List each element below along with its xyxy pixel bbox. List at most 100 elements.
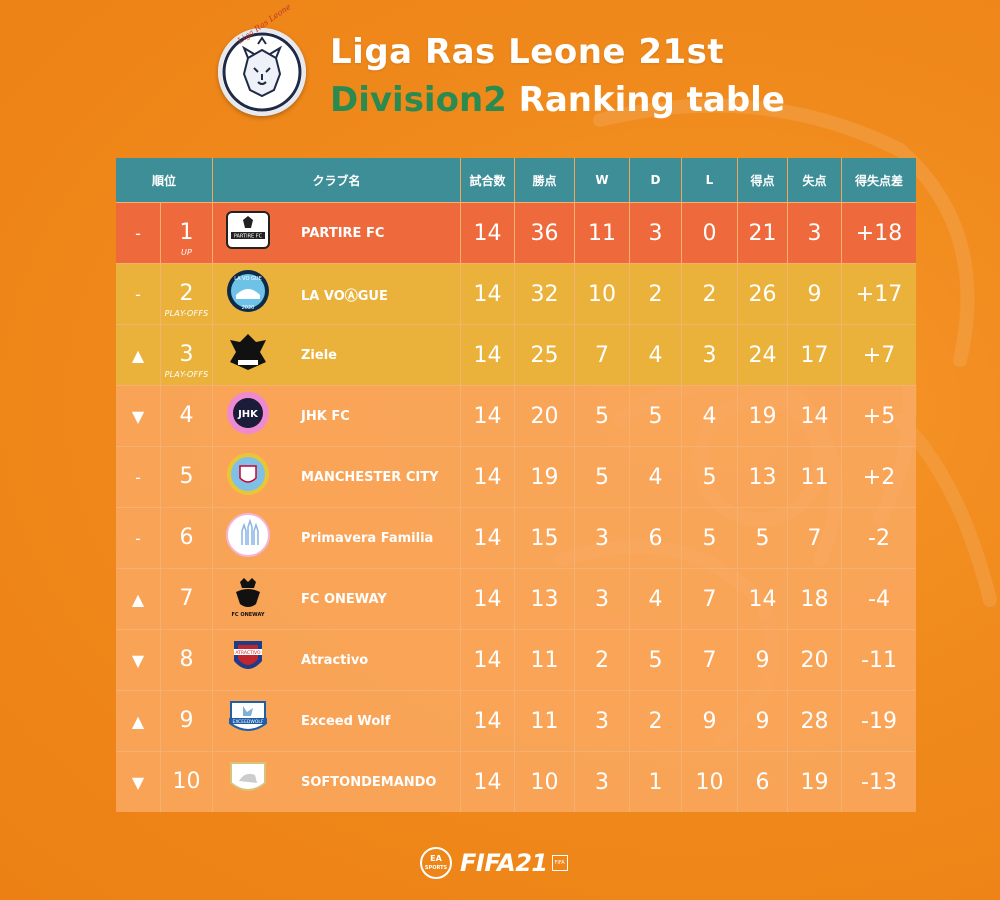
goal-diff-value: +2 — [862, 464, 896, 490]
goals-against-value: 17 — [788, 325, 842, 385]
points-value: 36 — [515, 203, 575, 263]
league-logo: Liga Ras Leone — [218, 2, 306, 116]
points-value: 19 — [515, 447, 575, 507]
manchester-city-crest-icon — [226, 452, 270, 502]
won-value: 3 — [575, 691, 630, 751]
header-goals-against: 失点 — [788, 158, 842, 202]
goals-against-value: 7 — [788, 508, 842, 568]
goals-for-value: 26 — [738, 264, 788, 324]
club-crest-cell — [213, 508, 283, 568]
goal-diff-value: +18 — [855, 220, 903, 246]
points-value: 10 — [515, 752, 575, 812]
trend-indicator: - — [116, 203, 161, 263]
won-value: 11 — [575, 203, 630, 263]
header: Liga Ras Leone Liga Ras Leone 21st Divis… — [0, 0, 1000, 150]
lost-value: 5 — [682, 508, 738, 568]
table-row-2: - 2 PLAY-OFFS LA VO GUE 2020 LA VOⒶGUE 14… — [116, 263, 916, 324]
goal-diff-value: +7 — [862, 342, 896, 368]
goal-diff-value: -13 — [861, 769, 897, 795]
trend-indicator: ▼ — [116, 752, 161, 812]
goals-for-value: 14 — [738, 569, 788, 629]
table-row-8: ▼ 8 ATRACTIVO Atractivo 14 11 2 5 7 9 20… — [116, 629, 916, 690]
ea-sports-icon: EA SPORTS — [420, 847, 452, 879]
played-value: 14 — [461, 447, 515, 507]
club-name: FC ONEWAY — [283, 569, 461, 629]
position-tag: UP — [180, 248, 193, 257]
header-goals-for: 得点 — [738, 158, 788, 202]
header-rank: 順位 — [116, 158, 213, 202]
won-value: 2 — [575, 630, 630, 690]
position-cell: 5 — [161, 447, 213, 507]
trend-indicator: ▲ — [116, 691, 161, 751]
goals-for-value: 9 — [738, 691, 788, 751]
table-row-4: ▼ 4 JHK JHK FC 14 20 5 5 4 19 14 +5 — [116, 385, 916, 446]
club-crest-cell: JHK — [213, 386, 283, 446]
page-title: Liga Ras Leone 21st — [330, 32, 725, 72]
header-played: 試合数 — [461, 158, 515, 202]
won-value: 10 — [575, 264, 630, 324]
position-cell: 3 PLAY-OFFS — [161, 325, 213, 385]
position-number: 10 — [172, 769, 201, 794]
won-value: 3 — [575, 752, 630, 812]
position-cell: 4 — [161, 386, 213, 446]
table-row-3: ▲ 3 PLAY-OFFS Ziele 14 25 7 4 3 24 17 +7 — [116, 324, 916, 385]
goals-against-value: 18 — [788, 569, 842, 629]
trend-indicator: - — [116, 264, 161, 324]
position-cell: 10 — [161, 752, 213, 812]
trend-indicator: - — [116, 447, 161, 507]
lost-value: 10 — [682, 752, 738, 812]
played-value: 14 — [461, 752, 515, 812]
atractivo-crest-icon: ATRACTIVO — [226, 635, 270, 685]
position-number: 2 — [179, 281, 194, 306]
drawn-value: 4 — [630, 325, 682, 385]
club-crest-cell: PARTIRE FC — [213, 203, 283, 263]
position-cell: 6 — [161, 508, 213, 568]
club-name: SOFTONDEMANDO — [283, 752, 461, 812]
table-row-5: - 5 MANCHESTER CITY 14 19 5 4 5 13 11 +2 — [116, 446, 916, 507]
fifa-logo: FIFA21 — [460, 849, 548, 877]
table-body: - 1 UP PARTIRE FC PARTIRE FC 14 36 11 3 … — [116, 202, 916, 812]
points-value: 15 — [515, 508, 575, 568]
played-value: 14 — [461, 508, 515, 568]
goal-diff-value: -11 — [861, 647, 897, 673]
fifa-word: FIFA — [460, 849, 516, 877]
goals-for-value: 19 — [738, 386, 788, 446]
goals-against-value: 14 — [788, 386, 842, 446]
table-row-1: - 1 UP PARTIRE FC PARTIRE FC 14 36 11 3 … — [116, 202, 916, 263]
svg-text:JHK: JHK — [237, 409, 259, 420]
club-crest-cell — [213, 325, 283, 385]
drawn-value: 5 — [630, 630, 682, 690]
goals-for-value: 13 — [738, 447, 788, 507]
ea-label: EA — [430, 853, 442, 863]
goals-for-value: 24 — [738, 325, 788, 385]
position-number: 8 — [179, 647, 194, 672]
position-number: 6 — [179, 525, 194, 550]
division-label: Division2 — [330, 80, 507, 120]
drawn-value: 3 — [630, 203, 682, 263]
lost-value: 7 — [682, 630, 738, 690]
club-crest-cell: FC ONEWAY — [213, 569, 283, 629]
ziele-crest-icon — [226, 330, 270, 380]
position-number: 5 — [179, 464, 194, 489]
lost-value: 7 — [682, 569, 738, 629]
position-tag: PLAY-OFFS — [164, 370, 209, 379]
club-crest-cell — [213, 447, 283, 507]
club-name: LA VOⒶGUE — [283, 264, 461, 324]
table-row-9: ▲ 9 EXCEEDWOLF Exceed Wolf 14 11 3 2 9 9… — [116, 690, 916, 751]
footer-branding: EA SPORTS FIFA21 FIFA — [420, 845, 590, 881]
played-value: 14 — [461, 203, 515, 263]
club-name: MANCHESTER CITY — [283, 447, 461, 507]
won-value: 3 — [575, 569, 630, 629]
position-cell: 9 — [161, 691, 213, 751]
won-value: 5 — [575, 447, 630, 507]
goals-for-value: 6 — [738, 752, 788, 812]
won-value: 5 — [575, 386, 630, 446]
exceed-wolf-crest-icon: EXCEEDWOLF — [225, 698, 271, 744]
position-cell: 8 — [161, 630, 213, 690]
table-header-row: 順位 クラブ名 試合数 勝点 W D L 得点 失点 得失点差 — [116, 158, 916, 202]
played-value: 14 — [461, 264, 515, 324]
goals-against-value: 19 — [788, 752, 842, 812]
header-goal-diff: 得失点差 — [842, 158, 916, 202]
lost-value: 2 — [682, 264, 738, 324]
played-value: 14 — [461, 569, 515, 629]
